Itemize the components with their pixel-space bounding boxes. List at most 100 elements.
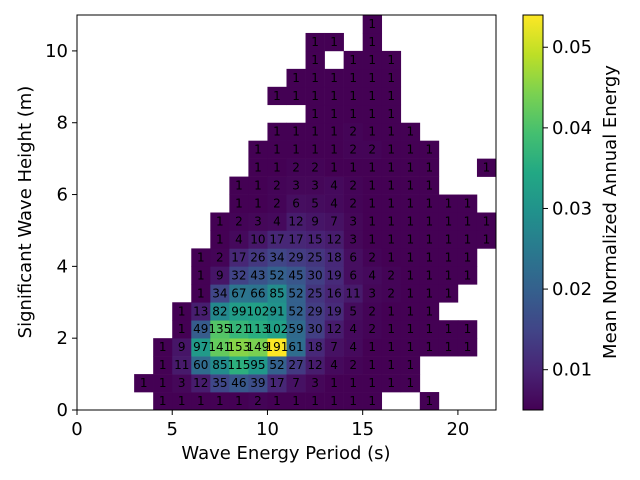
heatmap-cell (305, 86, 325, 106)
heatmap-cell-label: 4 (330, 179, 338, 193)
heatmap-cell (381, 266, 402, 285)
heatmap-cell-label: 9 (216, 268, 224, 282)
heatmap-cell (419, 320, 440, 339)
heatmap-cell (305, 212, 325, 231)
heatmap-cell-label: 102 (246, 304, 269, 318)
heatmap-cell-label: 1 (292, 394, 300, 408)
heatmap-cell (362, 266, 383, 285)
heatmap-cell-label: 1 (349, 89, 357, 103)
heatmap-cell (324, 68, 344, 88)
heatmap-cell-label: 141 (208, 340, 231, 354)
heatmap-cell-label: 3 (368, 286, 376, 300)
x-tick-label: 15 (351, 419, 374, 440)
heatmap-cell-label: 1 (197, 250, 205, 264)
y-tick-label: 10 (45, 41, 68, 62)
heatmap-cell (343, 86, 363, 106)
heatmap-cell (305, 356, 325, 375)
heatmap-cell-label: 43 (250, 268, 265, 282)
heatmap-cell-label: 1 (273, 143, 281, 157)
heatmap-cell-label: 52 (269, 268, 284, 282)
heatmap-cell-label: 1 (311, 89, 319, 103)
colorbar-tick-label: 0.02 (552, 279, 592, 300)
heatmap-cell-label: 4 (330, 197, 338, 211)
heatmap-cell-label: 9 (311, 214, 319, 228)
heatmap-cell-label: 25 (307, 286, 322, 300)
heatmap-cell-label: 1 (406, 340, 414, 354)
heatmap-cell-label: 1 (406, 161, 414, 175)
heatmap-cell-label: 1 (406, 214, 414, 228)
heatmap-cell-label: 1 (464, 250, 472, 264)
heatmap-cell-label: 1 (406, 322, 414, 336)
heatmap-cell-label: 66 (250, 286, 265, 300)
heatmap-cell-label: 1 (406, 179, 414, 193)
heatmap-cell-label: 10 (250, 232, 265, 246)
heatmap-cell (191, 392, 211, 411)
heatmap-cell-label: 12 (288, 214, 303, 228)
heatmap-cell (153, 338, 173, 357)
heatmap-cell-label: 1 (349, 71, 357, 85)
heatmap-cell-label: 1 (273, 89, 281, 103)
heatmap-cell (286, 194, 306, 213)
heatmap-cell-label: 1 (426, 250, 434, 264)
heatmap-cell (248, 212, 268, 231)
heatmap-cell-label: 2 (368, 143, 376, 157)
heatmap-cell (476, 212, 497, 231)
heatmap-cell (267, 212, 287, 231)
heatmap-cell-label: 97 (193, 340, 208, 354)
heatmap-cell-label: 12 (326, 232, 341, 246)
heatmap-cell-label: 19 (326, 304, 341, 318)
heatmap-cell (248, 248, 268, 267)
heatmap-cell-label: 1 (387, 53, 395, 67)
heatmap-cell (229, 212, 249, 231)
heatmap-cell (305, 392, 325, 411)
heatmap-cell (286, 356, 306, 375)
heatmap-cell-label: 1 (273, 125, 281, 139)
heatmap-cell (438, 338, 459, 357)
heatmap-cell (267, 374, 287, 393)
x-axis-ticks: 0 5 10 15 20 (71, 410, 469, 440)
heatmap-cell-label: 1 (330, 376, 338, 390)
x-tick-label: 10 (256, 419, 279, 440)
heatmap-cell-label: 4 (273, 214, 281, 228)
heatmap-cell (286, 230, 306, 249)
heatmap-cell (457, 212, 478, 231)
heatmap-cell-label: 115 (227, 358, 250, 372)
heatmap-cell (381, 320, 402, 339)
heatmap-cell-label: 3 (254, 214, 262, 228)
y-tick-label: 0 (57, 400, 68, 421)
heatmap-cell-label: 1 (406, 250, 414, 264)
heatmap-cell-label: 1 (387, 340, 395, 354)
heatmap-cell-label: 2 (349, 197, 357, 211)
heatmap-cell (229, 302, 249, 321)
heatmap-cell (324, 338, 344, 357)
heatmap-cell-label: 1 (235, 394, 243, 408)
heatmap-cell (172, 356, 192, 375)
heatmap-cell (362, 302, 383, 321)
heatmap-cell-label: 1 (406, 304, 414, 318)
heatmap-cell (305, 248, 325, 267)
heatmap-cell (267, 86, 287, 106)
heatmap-cell-label: 11 (346, 286, 361, 300)
heatmap-cell-label: 1 (254, 143, 262, 157)
heatmap-cell (305, 230, 325, 249)
heatmap-cell-label: 113 (246, 322, 269, 336)
heatmap-cell (381, 140, 402, 159)
heatmap-cell (324, 320, 344, 339)
heatmap-cell (305, 140, 325, 159)
heatmap-cell-label: 6 (349, 250, 357, 264)
heatmap-cell-label: 32 (231, 268, 246, 282)
heatmap-cell (324, 356, 344, 375)
heatmap-cell-label: 1 (273, 161, 281, 175)
heatmap-cell-label: 52 (288, 304, 303, 318)
heatmap-cell-label: 1 (159, 394, 167, 408)
heatmap-cell-label: 67 (231, 286, 246, 300)
heatmap-cell (324, 248, 344, 267)
heatmap-cell (153, 392, 173, 411)
heatmap-cell (476, 230, 497, 249)
heatmap-cell-label: 1 (368, 340, 376, 354)
heatmap-cell-label: 1 (311, 35, 319, 49)
heatmap-cell (381, 230, 402, 249)
heatmap-cell (305, 122, 325, 141)
heatmap-cell-label: 60 (193, 358, 208, 372)
heatmap-cell-label: 1 (368, 71, 376, 85)
